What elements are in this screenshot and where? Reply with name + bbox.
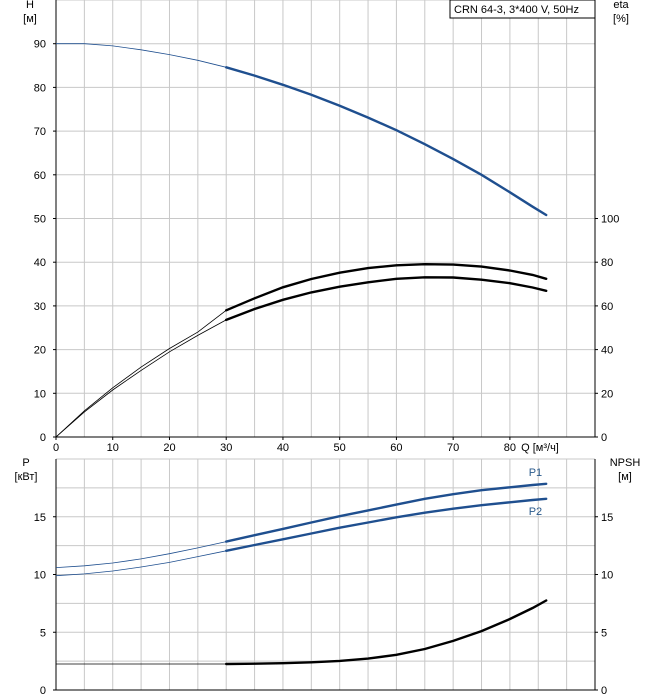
left-axis-title: P <box>22 457 29 469</box>
x-tick-label: 50 <box>334 442 346 454</box>
x-tick-label: 60 <box>390 442 402 454</box>
left-tick-label: 10 <box>34 570 46 582</box>
left-tick-label: 90 <box>34 39 46 51</box>
series-P1-extended <box>55 541 227 568</box>
left-tick-label: 5 <box>40 627 46 639</box>
x-tick-label: 0 <box>53 442 59 454</box>
series-label-P1: P1 <box>529 467 542 479</box>
left-tick-label: 0 <box>40 685 46 697</box>
series <box>55 43 548 666</box>
x-tick-label: 20 <box>163 442 175 454</box>
x-tick-label: 40 <box>277 442 289 454</box>
series-eta_upper-extended <box>55 309 227 438</box>
left-axis-unit: [м] <box>23 13 37 25</box>
x-tick-label: 30 <box>220 442 232 454</box>
series-label-P2: P2 <box>529 506 542 518</box>
x-tick-label: 70 <box>447 442 459 454</box>
series-P1-operating <box>225 482 548 543</box>
series-P2-operating <box>225 497 548 552</box>
left-tick-label: 20 <box>34 345 46 357</box>
series-eta_lower-extended <box>55 319 227 438</box>
series-eta_lower-operating <box>225 276 548 322</box>
right-axis-unit: [%] <box>613 13 629 25</box>
left-tick-label: 15 <box>34 512 46 524</box>
x-axis-title: Q [м³/ч] <box>521 442 559 454</box>
right-axis-title: eta <box>613 0 629 11</box>
right-tick-label: 10 <box>601 570 613 582</box>
left-tick-label: 80 <box>34 82 46 94</box>
right-tick-label: 0 <box>601 685 607 697</box>
left-tick-label: 0 <box>40 432 46 444</box>
series-NPSH-operating <box>225 599 548 666</box>
left-tick-label: 60 <box>34 170 46 182</box>
left-axis-unit: [кВт] <box>15 471 38 483</box>
right-tick-label: 40 <box>601 345 613 357</box>
series-eta_upper-operating <box>225 262 548 312</box>
left-tick-label: 70 <box>34 126 46 138</box>
series-P2-extended <box>55 550 227 577</box>
x-tick-label: 80 <box>504 442 516 454</box>
x-tick-label: 10 <box>107 442 119 454</box>
right-axis-unit: [м] <box>618 471 632 483</box>
left-axis-title: H <box>26 0 34 11</box>
grid <box>55 0 596 691</box>
left-tick-label: 10 <box>34 388 46 400</box>
series-H-extended <box>56 43 227 68</box>
chart-title: CRN 64-3, 3*400 V, 50Hz <box>454 4 579 16</box>
series-H-operating <box>225 66 548 217</box>
right-tick-label: 100 <box>601 214 619 226</box>
right-tick-label: 15 <box>601 512 613 524</box>
title-box: CRN 64-3, 3*400 V, 50Hz <box>449 0 596 19</box>
left-tick-label: 30 <box>34 301 46 313</box>
right-tick-label: 0 <box>601 432 607 444</box>
left-tick-label: 40 <box>34 257 46 269</box>
right-tick-label: 80 <box>601 257 613 269</box>
right-tick-label: 20 <box>601 388 613 400</box>
right-tick-label: 60 <box>601 301 613 313</box>
labels: 0102030405060708090020406080100H[м]eta[%… <box>15 0 641 697</box>
left-tick-label: 50 <box>34 214 46 226</box>
axes <box>53 0 598 691</box>
right-tick-label: 5 <box>601 627 607 639</box>
right-axis-title: NPSH <box>610 457 641 469</box>
